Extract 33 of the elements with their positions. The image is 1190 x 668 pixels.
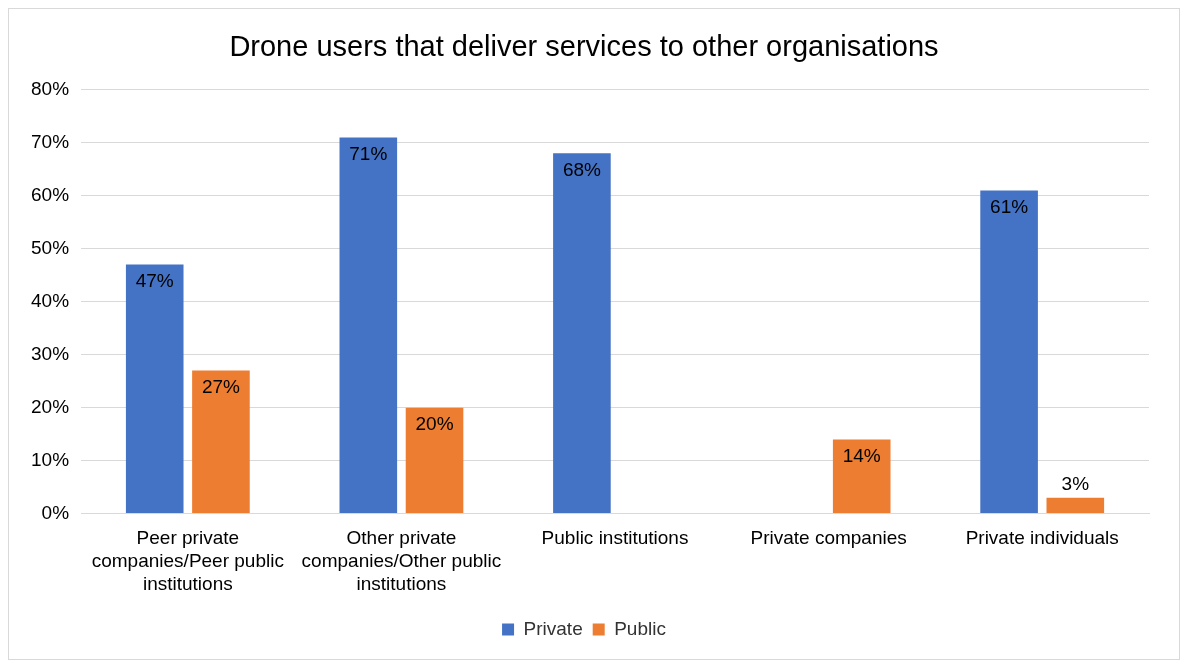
bar (832, 439, 891, 514)
data-label: 61% (990, 196, 1029, 218)
bar (405, 407, 464, 514)
y-tick-label: 60% (31, 183, 70, 205)
y-tick-label: 30% (31, 342, 70, 364)
x-tick-label: Other private companies/Other public institutions (301, 527, 502, 594)
bar (339, 137, 398, 514)
bar (553, 153, 611, 514)
y-tick-label: 80% (31, 78, 70, 100)
data-label: 14% (842, 445, 881, 467)
y-tick-label: 50% (31, 236, 70, 258)
y-tick-label: 70% (31, 131, 70, 153)
y-tick-label: 20% (31, 395, 70, 417)
bar (980, 190, 1038, 514)
data-label: 71% (349, 143, 388, 165)
data-label: 27% (201, 376, 241, 398)
x-tick-label: Private individuals (965, 527, 1119, 549)
bar (125, 264, 184, 514)
y-tick-label: 10% (31, 448, 70, 470)
data-label: 47% (135, 270, 174, 292)
x-tick-label: Public institutions (541, 527, 689, 549)
x-tick-label: Private companies (750, 527, 907, 549)
data-label: 20% (415, 413, 454, 435)
bar (1046, 497, 1105, 514)
legend-label: Public (614, 617, 666, 639)
x-tick-label: Peer private companies/Peer public institutions (91, 527, 284, 594)
legend-label: Private (523, 617, 583, 639)
y-tick-label: 0% (41, 501, 70, 523)
data-label: 3% (1061, 473, 1090, 495)
y-tick-label: 40% (31, 289, 70, 311)
bar (192, 370, 250, 514)
chart-title: Drone users that deliver services to other organisations (229, 30, 939, 63)
data-label: 68% (562, 159, 602, 181)
